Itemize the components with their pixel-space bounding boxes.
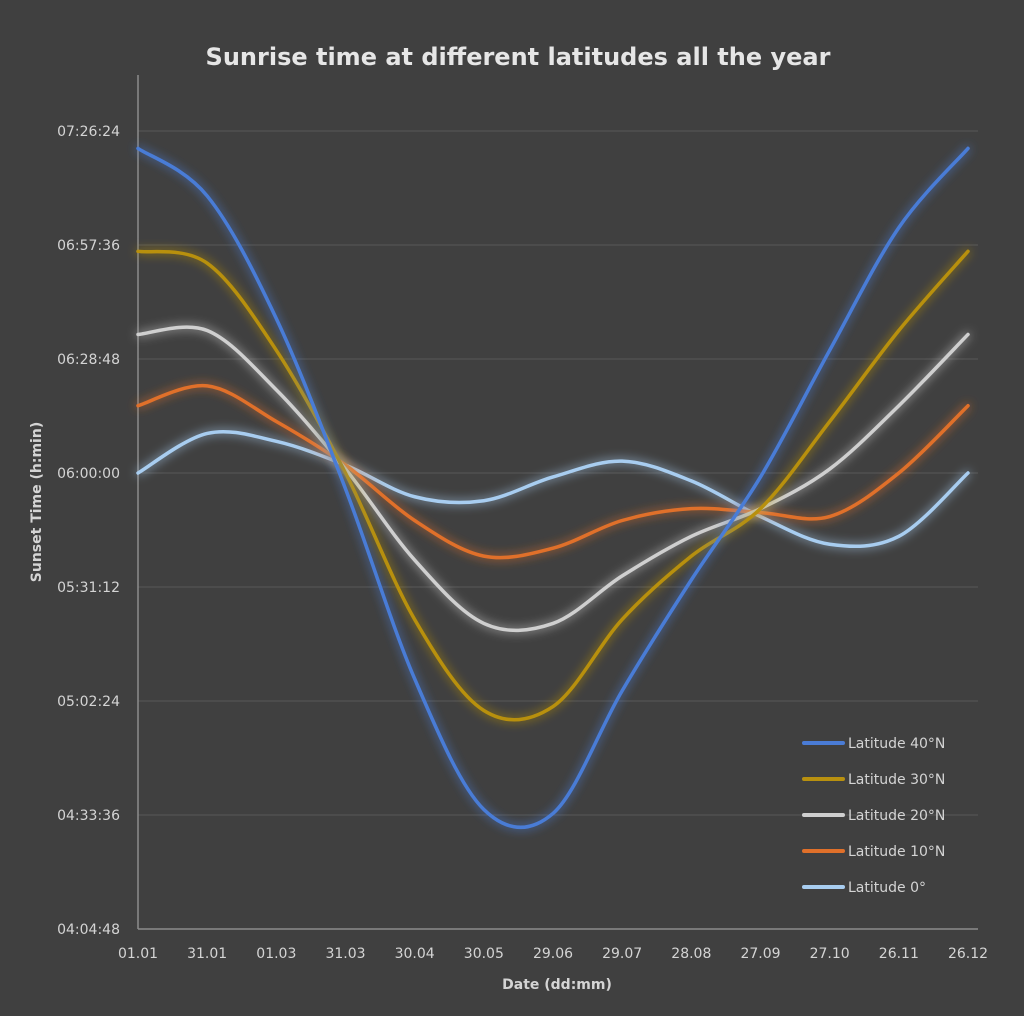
x-axis-title: Date (dd:mm) [502,977,612,993]
y-tick-label: 04:33:36 [57,808,120,824]
series-lines [136,146,970,830]
x-tick-label: 01.01 [118,946,158,962]
legend-item: Latitude 10°N [802,844,945,860]
x-tick-label: 27.10 [810,946,850,962]
series-line-latitude-20-n [136,325,970,633]
x-tick-label: 27.09 [740,946,780,962]
x-tick-label: 31.03 [325,946,365,962]
x-tick-label: 26.12 [948,946,988,962]
x-axis-ticks: 01.01 31.01 01.03 31.03 30.04 30.05 29.06 29.07… [118,946,988,962]
y-tick-label: 06:00:00 [57,466,120,482]
x-tick-label: 28.08 [671,946,711,962]
legend-item: Latitude 20°N [802,808,945,824]
x-tick-label: 30.05 [464,946,504,962]
series-line-latitude-10-n [136,384,970,560]
y-axis-title: Sunset Time (h:min) [29,422,45,582]
chart-title: Sunrise time at different latitudes all … [206,43,831,71]
x-tick-label: 29.07 [602,946,642,962]
x-tick-label: 26.11 [879,946,919,962]
legend-label: Latitude 20°N [848,808,945,824]
y-tick-label: 06:57:36 [57,238,120,254]
x-tick-label: 31.01 [187,946,227,962]
legend-item: Latitude 0° [802,880,926,896]
legend: Latitude 40°N Latitude 30°N Latitude 20°N L… [802,736,945,896]
y-tick-label: 07:26:24 [57,124,120,140]
legend-label: Latitude 10°N [848,844,945,860]
x-tick-label: 30.04 [395,946,435,962]
y-tick-label: 05:31:12 [57,580,120,596]
y-axis-ticks: 04:04:48 04:33:36 05:02:24 05:31:12 06:00:00… [57,124,120,938]
x-tick-label: 01.03 [256,946,296,962]
legend-label: Latitude 0° [848,880,926,896]
series-line-latitude-30-n [136,249,970,722]
y-tick-label: 04:04:48 [57,922,120,938]
legend-label: Latitude 30°N [848,772,945,788]
series-line-latitude-40-n [136,146,970,830]
gridlines [138,130,978,816]
y-tick-label: 05:02:24 [57,694,120,710]
legend-label: Latitude 40°N [848,736,945,752]
legend-item: Latitude 30°N [802,772,945,788]
legend-item: Latitude 40°N [802,736,945,752]
x-tick-label: 29.06 [533,946,573,962]
series-line-latitude-0 [136,429,970,549]
y-tick-label: 06:28:48 [57,352,120,368]
